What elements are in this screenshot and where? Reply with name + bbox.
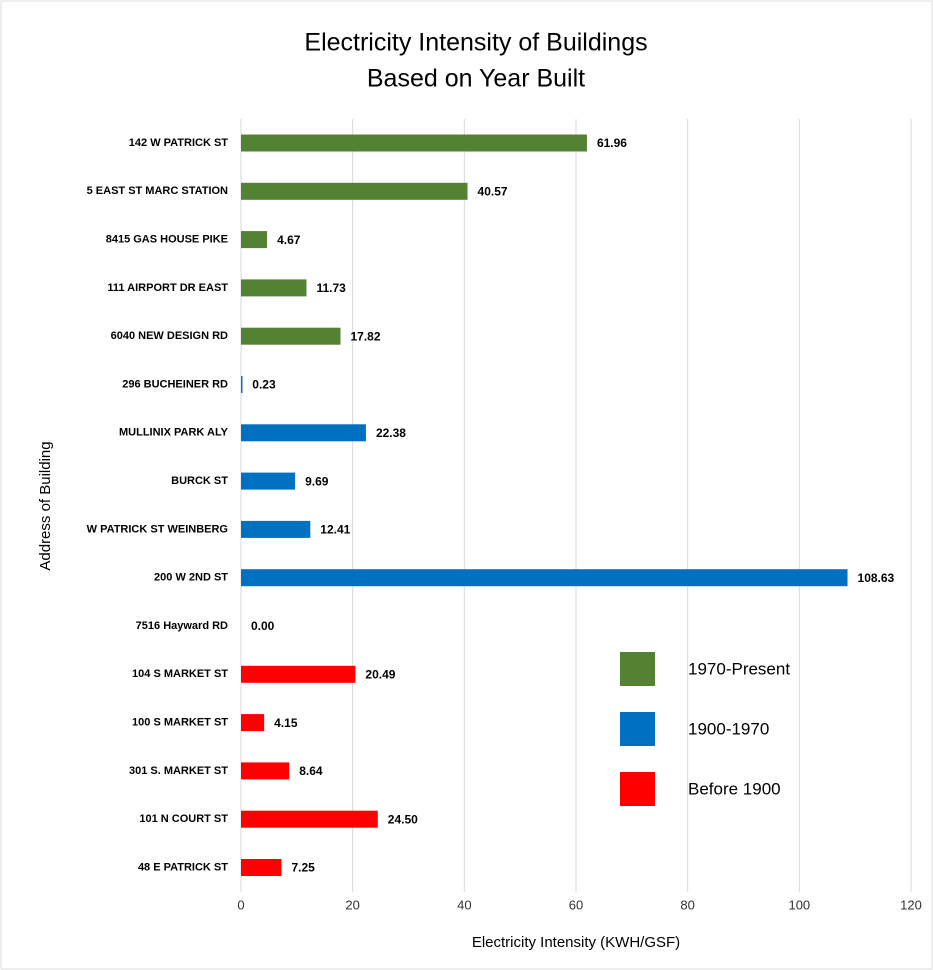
y-tick-label: 8415 GAS HOUSE PIKE — [106, 234, 228, 246]
legend-label: 1900-1970 — [688, 719, 769, 738]
y-tick-label: W PATRICK ST WEINBERG — [87, 523, 228, 535]
x-tick-label: 0 — [237, 897, 244, 912]
y-tick-label: 296 BUCHEINER RD — [122, 378, 228, 390]
y-tick-label: 6040 NEW DESIGN RD — [111, 330, 228, 342]
y-axis-label: Address of Building — [37, 441, 54, 570]
data-label: 9.69 — [305, 474, 329, 488]
bar — [241, 327, 341, 345]
y-tick-label: 142 W PATRICK ST — [129, 137, 228, 149]
bar — [241, 376, 243, 393]
bar — [241, 424, 366, 442]
x-tick-label: 20 — [345, 897, 359, 912]
y-tick-label: BURCK ST — [171, 475, 228, 487]
y-tick-label: 48 E PATRICK ST — [138, 861, 228, 873]
bar — [241, 134, 587, 152]
data-label: 108.63 — [858, 571, 895, 585]
data-label: 17.82 — [350, 329, 380, 343]
legend-swatch — [620, 712, 655, 746]
legend-label: 1970-Present — [688, 659, 790, 678]
bar — [241, 762, 290, 780]
y-tick-label: 101 N COURT ST — [139, 813, 228, 825]
x-tick-label: 80 — [680, 897, 694, 912]
data-label: 20.49 — [365, 667, 395, 681]
data-label: 8.64 — [299, 764, 323, 778]
y-tick-label: 5 EAST ST MARC STATION — [87, 185, 228, 197]
data-label: 22.38 — [376, 426, 406, 440]
y-tick-label: 200 W 2ND ST — [154, 572, 228, 584]
data-label: 0.00 — [251, 619, 275, 633]
bar — [241, 182, 468, 200]
bar — [241, 569, 848, 587]
data-label: 7.25 — [291, 861, 315, 875]
y-tick-label: 7516 Hayward RD — [136, 620, 228, 632]
chart-title: Based on Year Built — [367, 65, 585, 93]
legend-label: Before 1900 — [688, 779, 781, 798]
y-tick-label: 104 S MARKET ST — [132, 668, 228, 680]
data-label: 4.67 — [277, 233, 301, 247]
bar — [241, 714, 265, 732]
data-label: 40.57 — [478, 184, 508, 198]
bar — [241, 665, 356, 683]
bar — [241, 231, 268, 249]
x-tick-label: 40 — [457, 897, 471, 912]
data-label: 0.23 — [252, 378, 276, 392]
bar — [241, 472, 296, 490]
data-label: 61.96 — [597, 136, 627, 150]
y-tick-label: 100 S MARKET ST — [132, 717, 228, 729]
bar — [241, 810, 378, 828]
bar — [241, 859, 282, 876]
x-axis-label: Electricity Intensity (KWH/GSF) — [472, 934, 680, 951]
bar — [241, 279, 307, 297]
bar — [241, 520, 311, 538]
x-tick-label: 60 — [569, 897, 583, 912]
y-tick-label: 111 AIRPORT DR EAST — [107, 282, 228, 294]
data-label: 12.41 — [320, 523, 350, 537]
data-label: 11.73 — [316, 281, 346, 295]
y-tick-label: 301 S. MARKET ST — [129, 765, 228, 777]
y-tick-label: MULLINIX PARK ALY — [119, 427, 229, 439]
x-tick-label: 120 — [900, 897, 922, 912]
data-label: 24.50 — [388, 812, 418, 826]
chart-title: Electricity Intensity of Buildings — [304, 29, 647, 57]
data-label: 4.15 — [274, 716, 298, 730]
legend-swatch — [620, 652, 655, 686]
x-tick-label: 100 — [788, 897, 810, 912]
legend-swatch — [620, 772, 655, 806]
